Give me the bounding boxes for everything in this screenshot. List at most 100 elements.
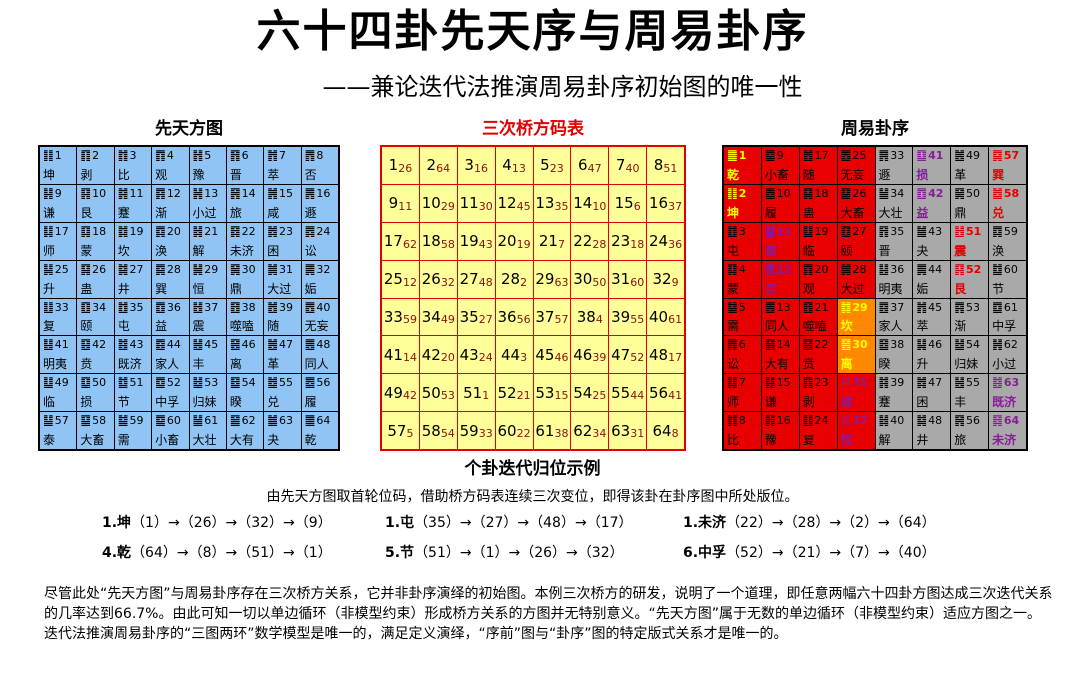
hexagram-number: 52 bbox=[166, 376, 181, 390]
hexagram-name: 归妹 bbox=[192, 395, 217, 410]
zhouyi-cell: ䷛ 28 大过 bbox=[837, 260, 875, 298]
hexagram-number: 54 bbox=[966, 338, 981, 352]
zhouyi-cell: ䷎ 15 谦 bbox=[761, 374, 799, 412]
cell-header: ䷹ 55 bbox=[267, 376, 297, 389]
cell-header: ䷗ 33 bbox=[43, 301, 73, 314]
sanci-cell: 34 49 bbox=[419, 298, 457, 336]
hexagram-icon: ䷬ bbox=[916, 299, 928, 314]
hexagram-number: 15 bbox=[279, 186, 294, 200]
hexagram-icon: ䷥ bbox=[229, 375, 241, 390]
hexagram-name: 复 bbox=[802, 433, 815, 447]
hexagram-number: 16 bbox=[776, 414, 791, 428]
hexagram-name: 否 bbox=[304, 167, 317, 182]
hexagram-icon: ䷼ bbox=[992, 299, 1003, 314]
hexagram-number: 24 bbox=[316, 224, 331, 238]
target-code: 46 bbox=[554, 351, 569, 365]
target-code: 58 bbox=[440, 237, 455, 251]
cell-header: ䷎ 15 bbox=[765, 376, 796, 389]
target-code: 1 bbox=[482, 389, 490, 403]
sanci-cell: 14 10 bbox=[571, 184, 609, 222]
xiantian-cell: ䷗ 33 复 bbox=[40, 298, 77, 336]
hexagram-name: 泰 bbox=[764, 243, 777, 258]
position-code: 47 bbox=[611, 345, 631, 364]
hexagram-name: 解 bbox=[878, 433, 891, 447]
cell-header: ䷖ 2 bbox=[80, 149, 110, 162]
hexagram-number: 63 bbox=[1003, 376, 1020, 390]
sanci-cell: 63 31 bbox=[609, 412, 647, 449]
hexagram-name: 履 bbox=[764, 205, 777, 220]
xiantian-cell: ䷧ 21 解 bbox=[189, 222, 226, 260]
hexagram-icon: ䷝ bbox=[840, 337, 852, 352]
zhouyi-cell: ䷵ 54 归妹 bbox=[951, 336, 989, 374]
cell-header: ䷻ 51 bbox=[118, 376, 148, 389]
example-label: 4.乾 bbox=[102, 545, 132, 561]
hexagram-name: 旅 bbox=[229, 205, 242, 220]
position-code: 22 bbox=[573, 232, 593, 251]
position-code: 43 bbox=[459, 345, 479, 364]
hexagram-number: 22 bbox=[241, 224, 256, 238]
sanci-cell: 4 13 bbox=[495, 147, 533, 184]
xiantian-cell: ䷲ 37 震 bbox=[189, 298, 226, 336]
xiantian-cell: ䷙ 58 大畜 bbox=[77, 412, 114, 449]
hexagram-number: 6 bbox=[241, 149, 249, 162]
hexagram-name: 随 bbox=[267, 319, 280, 334]
hexagram-icon: ䷦ bbox=[117, 185, 129, 200]
cell-header: ䷎ 9 bbox=[43, 187, 73, 200]
hexagram-icon: ䷭ bbox=[43, 261, 54, 276]
cell-header: ䷿ 64 bbox=[992, 414, 1023, 427]
sanci-cell: 2 64 bbox=[419, 147, 457, 184]
xiantian-cell: ䷨ 50 损 bbox=[77, 374, 114, 412]
xiantian-cell: ䷃ 18 蒙 bbox=[77, 222, 114, 260]
hexagram-number: 20 bbox=[814, 262, 829, 276]
hexagram-number: 29 bbox=[204, 262, 219, 276]
cell-header: ䷝ 46 bbox=[230, 338, 260, 351]
zhouyi-cell: ䷨ 41 损 bbox=[913, 147, 951, 184]
hexagram-number: 43 bbox=[928, 224, 943, 238]
hexagram-name: 大过 bbox=[840, 281, 865, 296]
sanci-cell: 60 22 bbox=[495, 412, 533, 449]
cell-header: ䷓ 20 bbox=[803, 263, 834, 276]
xiantian-cell: ䷌ 48 同人 bbox=[301, 336, 338, 374]
hexagram-name: 旅 bbox=[954, 433, 967, 447]
hexagram-name: 睽 bbox=[229, 395, 242, 410]
position-code: 2 bbox=[426, 156, 437, 175]
xiantian-cell: ䷓ 4 观 bbox=[152, 147, 189, 184]
hexagram-name: 涣 bbox=[992, 243, 1005, 258]
hexagram-number: 63 bbox=[279, 414, 294, 428]
hexagram-name: 坎 bbox=[117, 243, 130, 258]
example-seq: （35）→（27）→（48）→（17） bbox=[414, 515, 633, 531]
hexagram-icon: ䷶ bbox=[954, 375, 966, 390]
cell-header: ䷮ 23 bbox=[267, 225, 297, 238]
target-code: 48 bbox=[478, 275, 493, 289]
sanci-cell: 8 51 bbox=[647, 147, 684, 184]
target-code: 49 bbox=[440, 313, 455, 327]
sanci-cell: 32 9 bbox=[647, 260, 684, 298]
xiantian-cell: ䷟ 29 恒 bbox=[189, 260, 226, 298]
sanci-cell: 26 32 bbox=[419, 260, 457, 298]
hexagram-name: 兑 bbox=[992, 205, 1005, 220]
cell-header: ䷂ 3 bbox=[727, 225, 758, 238]
hexagram-name: 艮 bbox=[80, 205, 93, 220]
zhouyi-cell: ䷃ 4 蒙 bbox=[724, 260, 761, 298]
target-code: 40 bbox=[625, 161, 640, 175]
hexagram-icon: ䷛ bbox=[840, 261, 852, 276]
sanci-cell: 25 12 bbox=[382, 260, 419, 298]
hexagram-name: 屯 bbox=[117, 319, 130, 334]
cell-header: ䷣ 41 bbox=[43, 338, 73, 351]
xiantian-cell: ䷻ 51 节 bbox=[114, 374, 152, 412]
zhouyi-cell: ䷻ 60 节 bbox=[989, 260, 1026, 298]
target-code: 60 bbox=[630, 275, 645, 289]
hexagram-number: 51 bbox=[966, 224, 982, 238]
hexagram-number: 43 bbox=[129, 338, 144, 352]
target-code: 61 bbox=[668, 313, 683, 327]
hexagram-number: 35 bbox=[129, 300, 144, 314]
hexagram-number: 18 bbox=[92, 224, 107, 238]
hexagram-icon: ䷮ bbox=[916, 375, 928, 390]
hexagram-name: 萃 bbox=[267, 167, 280, 182]
hexagram-icon: ䷵ bbox=[192, 375, 204, 390]
hexagram-icon: ䷩ bbox=[916, 185, 928, 200]
hexagram-number: 8 bbox=[316, 149, 324, 162]
hexagram-number: 58 bbox=[1003, 186, 1020, 200]
hexagram-icon: ䷮ bbox=[267, 223, 279, 238]
hexagram-number: 53 bbox=[204, 376, 219, 390]
